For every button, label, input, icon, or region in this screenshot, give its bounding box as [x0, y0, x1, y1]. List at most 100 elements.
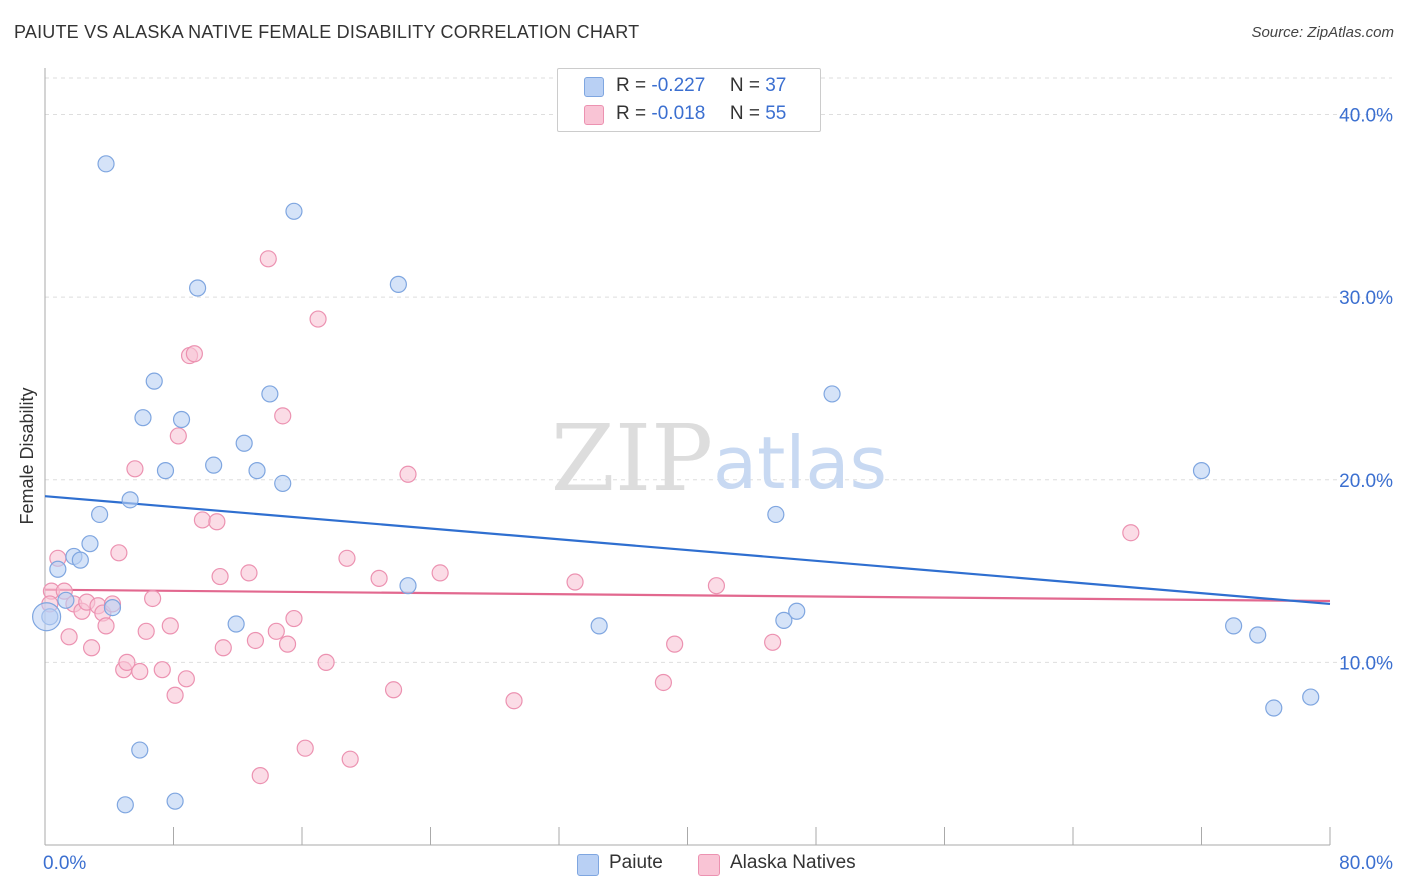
chart-title: PAIUTE VS ALASKA NATIVE FEMALE DISABILIT… [14, 22, 640, 42]
alaska-point [341, 750, 359, 768]
y-tick-label: 30.0% [1339, 288, 1393, 309]
paiute-point [166, 792, 184, 810]
alaska-point [82, 639, 101, 657]
data-points [32, 155, 1320, 814]
paiute-point [131, 741, 149, 759]
alaska-point [251, 767, 269, 785]
paiute-point [49, 560, 67, 578]
source-label: Source: ZipAtlas.com [1251, 24, 1394, 41]
paiute-point [57, 591, 75, 609]
paiute-point [823, 385, 841, 403]
legend-r-label: R = [616, 103, 647, 124]
paiute-point [134, 409, 152, 427]
legend-n-label: N = [729, 103, 760, 124]
paiute-point [32, 602, 62, 632]
tick-labels: 10.0% 20.0% 30.0% 40.0% 0.0% 80.0% [43, 106, 1393, 874]
alaska-point [185, 345, 203, 363]
alaska-point [137, 622, 155, 640]
paiute-point [205, 456, 223, 474]
paiute-point [248, 462, 266, 480]
alaska-point [338, 549, 356, 567]
paiute-point [1192, 462, 1211, 480]
alaska-point [177, 670, 195, 688]
alaska-point [309, 310, 327, 328]
trend-lines [44, 495, 1331, 606]
paiute-point [172, 410, 191, 429]
paiute-trend-line [44, 495, 1331, 606]
y-tick-label: 10.0% [1339, 653, 1393, 674]
alaska-swatch-icon [584, 105, 604, 125]
paiute-point [274, 474, 292, 493]
watermark: ZIP atlas [551, 405, 887, 512]
paiute-point [1265, 699, 1283, 717]
alaska-point [118, 653, 136, 671]
legend-n-value: 55 [765, 103, 787, 124]
alaska-point [267, 622, 285, 640]
alaska-point [384, 681, 403, 699]
alaska-point [161, 617, 179, 635]
paiute-point [775, 611, 793, 629]
y-tick-label: 40.0% [1339, 106, 1393, 127]
paiute-point [590, 617, 608, 635]
alaska-point [505, 692, 523, 710]
alaska-point [259, 250, 277, 268]
alaska-point [240, 564, 258, 582]
alaska-point [144, 589, 162, 608]
paiute-point [1249, 626, 1267, 644]
alaska-point [110, 544, 128, 562]
alaska-point [278, 635, 297, 653]
paiute-point [227, 615, 245, 633]
legend-r-value: -0.018 [651, 103, 706, 124]
bottom-legend-label: Paiute [609, 852, 663, 873]
alaska-point [566, 573, 584, 591]
alaska-point [60, 628, 78, 646]
alaska-point [764, 633, 782, 651]
paiute-point [788, 602, 806, 620]
alaska-swatch-icon [698, 854, 720, 876]
paiute-point [103, 598, 122, 617]
correlation-legend: R = -0.227 N = 37 R = -0.018 N = 55 [557, 68, 821, 132]
alaska-point [666, 635, 684, 653]
alaska-point [208, 513, 226, 531]
axes [44, 68, 1331, 846]
y-tick-label: 20.0% [1339, 471, 1393, 492]
paiute-point [188, 279, 207, 297]
alaska-point [169, 427, 187, 445]
paiute-point [156, 462, 175, 480]
paiute-point [389, 275, 407, 293]
bottom-legend-label: Alaska Natives [730, 852, 856, 873]
alaska-point [131, 662, 149, 681]
alaska-point [193, 511, 212, 529]
alaska-trend-line [44, 588, 1331, 603]
alaska-point [97, 617, 115, 635]
watermark-zip: ZIP [551, 405, 713, 512]
alaska-point [1122, 524, 1140, 542]
legend-n-value: 37 [765, 75, 787, 96]
paiute-swatch-icon [577, 854, 599, 876]
alaska-point [153, 661, 171, 679]
paiute-point [235, 434, 253, 452]
alaska-point [211, 567, 229, 586]
alaska-point [285, 609, 303, 628]
alaska-point [166, 686, 184, 704]
paiute-point [116, 796, 134, 814]
paiute-point [1225, 617, 1243, 635]
paiute-point [261, 385, 279, 403]
alaska-point [317, 653, 335, 671]
alaska-point [246, 631, 265, 650]
paiute-point [97, 155, 115, 173]
paiute-point [91, 505, 109, 524]
alaska-point [296, 739, 314, 757]
paiute-point [1302, 688, 1320, 706]
paiute-point [767, 505, 785, 524]
watermark-atlas: atlas [713, 421, 887, 505]
alaska-point [370, 569, 388, 587]
paiute-point [121, 491, 139, 509]
paiute-point [399, 577, 417, 595]
paiute-point [71, 551, 89, 569]
y-axis-title: Female Disability [17, 387, 37, 524]
alaska-point [274, 407, 292, 425]
alaska-point [654, 673, 673, 692]
x-tick-label: 80.0% [1339, 853, 1393, 874]
